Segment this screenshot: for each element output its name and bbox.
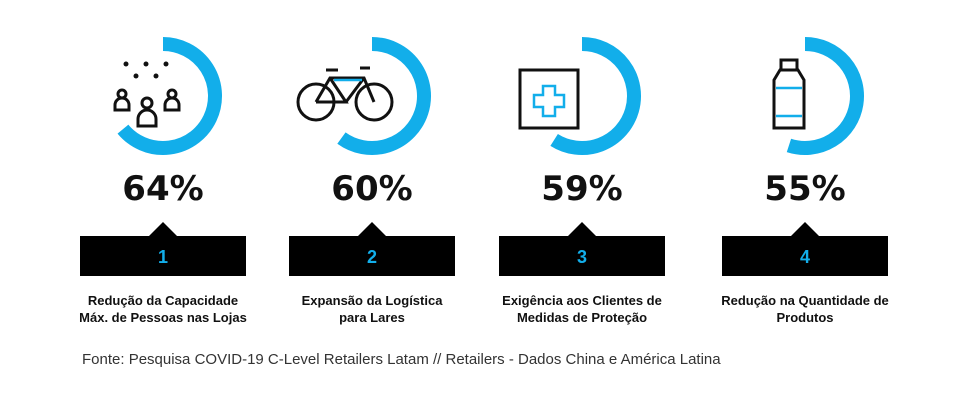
category-label: Exigência aos Clientes de (502, 293, 662, 308)
icon-bottle (772, 58, 806, 130)
icon-bicycle (296, 66, 394, 122)
category-label: Redução na Quantidade de (721, 293, 889, 308)
percent-label: 64% (122, 169, 203, 209)
category-label: Máx. de Pessoas nas Lojas (79, 310, 247, 325)
category-label: Medidas de Proteção (517, 310, 647, 325)
progress-arc (786, 37, 864, 155)
rank-label: 4 (800, 247, 810, 267)
category-label: Expansão da Logística (302, 293, 444, 308)
progress-arc (550, 37, 641, 155)
percent-label: 60% (331, 169, 412, 209)
rank-label: 2 (367, 247, 377, 267)
icon-medical (518, 68, 580, 130)
percent-label: 59% (541, 169, 622, 209)
progress-arc (337, 37, 431, 155)
category-label: Redução da Capacidade (88, 293, 238, 308)
progress-arc (117, 37, 222, 155)
icon-people (113, 61, 181, 128)
banner (80, 222, 246, 276)
banner (499, 222, 665, 276)
banner (289, 222, 455, 276)
category-label: para Lares (339, 310, 405, 325)
category-label: Produtos (776, 310, 833, 325)
rank-label: 1 (158, 247, 168, 267)
percent-label: 55% (764, 169, 845, 209)
source-note: Fonte: Pesquisa COVID-19 C-Level Retaile… (82, 351, 721, 368)
banner (722, 222, 888, 276)
rank-label: 3 (577, 247, 587, 267)
